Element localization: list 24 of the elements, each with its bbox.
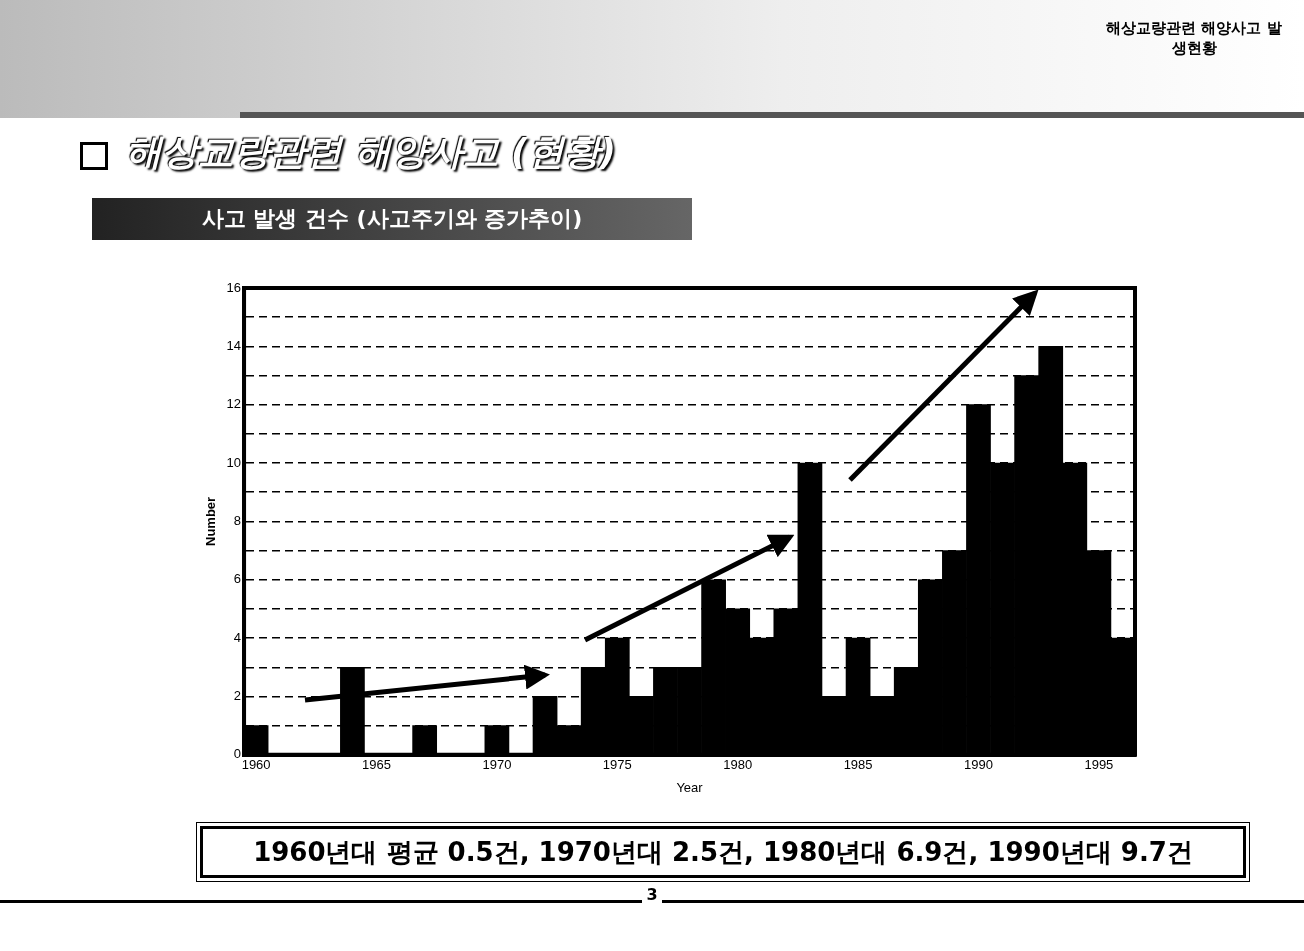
chart-subtitle: 사고 발생 건수 (사고주기와 증가추이) [92, 198, 692, 240]
chart-title: 해상교량관련 해양사고 (현황) [126, 131, 616, 172]
x-tick-label: 1995 [1084, 757, 1114, 773]
y-tick-label: 6 [233, 571, 242, 587]
y-tick-label: 2 [233, 688, 242, 704]
text: 1960년대 평균 0.5건, 1970년대 2.5건, 1980년대 6.9건, 1990년대 9.7건 [200, 826, 1246, 878]
y-tick-label: 10 [226, 454, 242, 470]
x-tick-label: 1965 [362, 757, 391, 773]
y-tick-label: 8 [233, 512, 242, 528]
y-tick-label: 12 [226, 396, 242, 412]
x-tick-label: 1975 [602, 757, 632, 773]
x-tick-label: 1990 [964, 757, 993, 773]
y-tick-label: 4 [233, 629, 242, 645]
x-tick-label: 1960 [241, 757, 271, 773]
y-tick-label: 16 [226, 279, 242, 295]
x-tick-label: 1985 [843, 757, 873, 773]
text: 해상교량관련 해양사고 발생현황 [1105, 18, 1283, 58]
x-axis-title: Year [676, 779, 704, 795]
text: 3 [642, 885, 662, 904]
x-tick-label: 1970 [482, 757, 512, 773]
y-axis-title: Number [203, 496, 219, 546]
y-tick-label: 0 [233, 746, 242, 762]
x-tick-label: 1980 [723, 757, 753, 773]
y-tick-label: 14 [226, 337, 242, 353]
